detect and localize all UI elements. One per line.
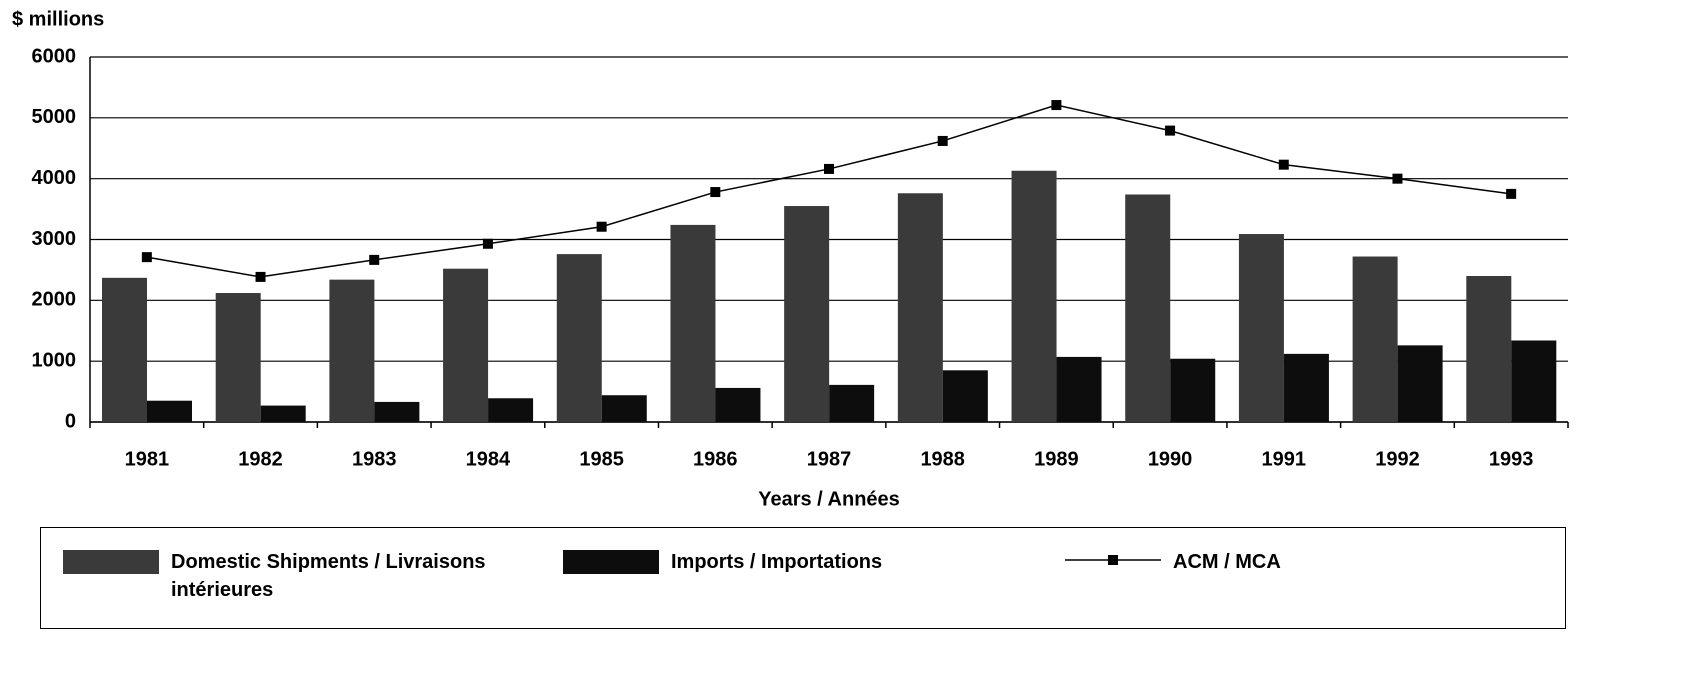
bar [147,400,192,422]
bar [443,268,489,422]
y-tick-label: 0 [65,410,76,432]
legend: Domestic Shipments / Livraisons intérieu… [40,527,1566,629]
bar [1511,340,1557,422]
legend-label: Domestic Shipments / Livraisons intérieu… [171,551,486,601]
bar [1466,276,1512,422]
bar [1170,358,1216,422]
bar [215,293,261,422]
y-tick-label: 6000 [32,45,77,67]
legend-swatch [563,550,659,574]
bar [329,279,375,422]
y-tick-label: 1000 [32,349,77,371]
marker [1165,125,1176,136]
x-tick-label: 1985 [579,448,624,470]
bar [102,277,147,422]
x-tick-label: 1988 [920,448,965,470]
bar [670,224,716,422]
legend-marker [1108,555,1118,565]
marker [1051,100,1062,111]
marker [1278,159,1289,170]
x-tick-label: 1993 [1489,448,1534,470]
marker [710,187,721,198]
x-tick-label: 1981 [125,448,170,470]
marker [824,163,834,174]
legend-swatch [1065,555,1161,565]
marker [255,271,266,282]
marker [596,221,607,232]
bar [1283,353,1329,422]
bar [1397,345,1443,422]
x-tick-label: 1992 [1375,448,1420,470]
bar [715,387,761,422]
y-tick-label: 4000 [32,167,77,189]
legend-label: Imports / Importations [671,551,883,573]
legend-item: ACM / MCA [1065,550,1281,576]
bar [1011,170,1057,422]
x-tick-label: 1983 [352,448,397,470]
legend-item: Domestic Shipments / Livraisons intérieu… [63,550,561,604]
bar [601,395,647,422]
bar [1238,234,1284,422]
bar [1125,194,1171,422]
bar [374,401,420,422]
bar [897,193,943,422]
bar [942,370,988,422]
x-tick-label: 1989 [1034,448,1079,470]
x-tick-label: 1991 [1262,448,1307,470]
y-tick-label: 3000 [32,228,77,250]
x-tick-label: 1990 [1148,448,1193,470]
x-tick-label: 1984 [466,448,511,470]
y-tick-label: 2000 [32,289,77,311]
x-tick-label: 1986 [693,448,738,470]
legend-swatch [63,550,159,574]
marker [1392,173,1403,184]
marker [369,254,380,265]
marker [482,238,493,249]
x-axis-label: Years / Années [758,488,900,510]
bar [829,384,875,422]
x-tick-label: 1982 [238,448,283,470]
bar [1056,356,1102,422]
marker [1506,188,1517,199]
legend-item: Imports / Importations [563,550,882,576]
bar [556,254,602,422]
bar [784,206,830,422]
bar [260,405,306,422]
marker [141,252,152,263]
bar [1352,256,1398,422]
y-axis-label: $ millions [12,8,104,30]
x-tick-label: 1987 [807,448,852,470]
y-tick-label: 5000 [32,106,77,128]
legend-label: ACM / MCA [1173,551,1281,573]
bar [488,398,534,422]
marker [937,135,948,146]
